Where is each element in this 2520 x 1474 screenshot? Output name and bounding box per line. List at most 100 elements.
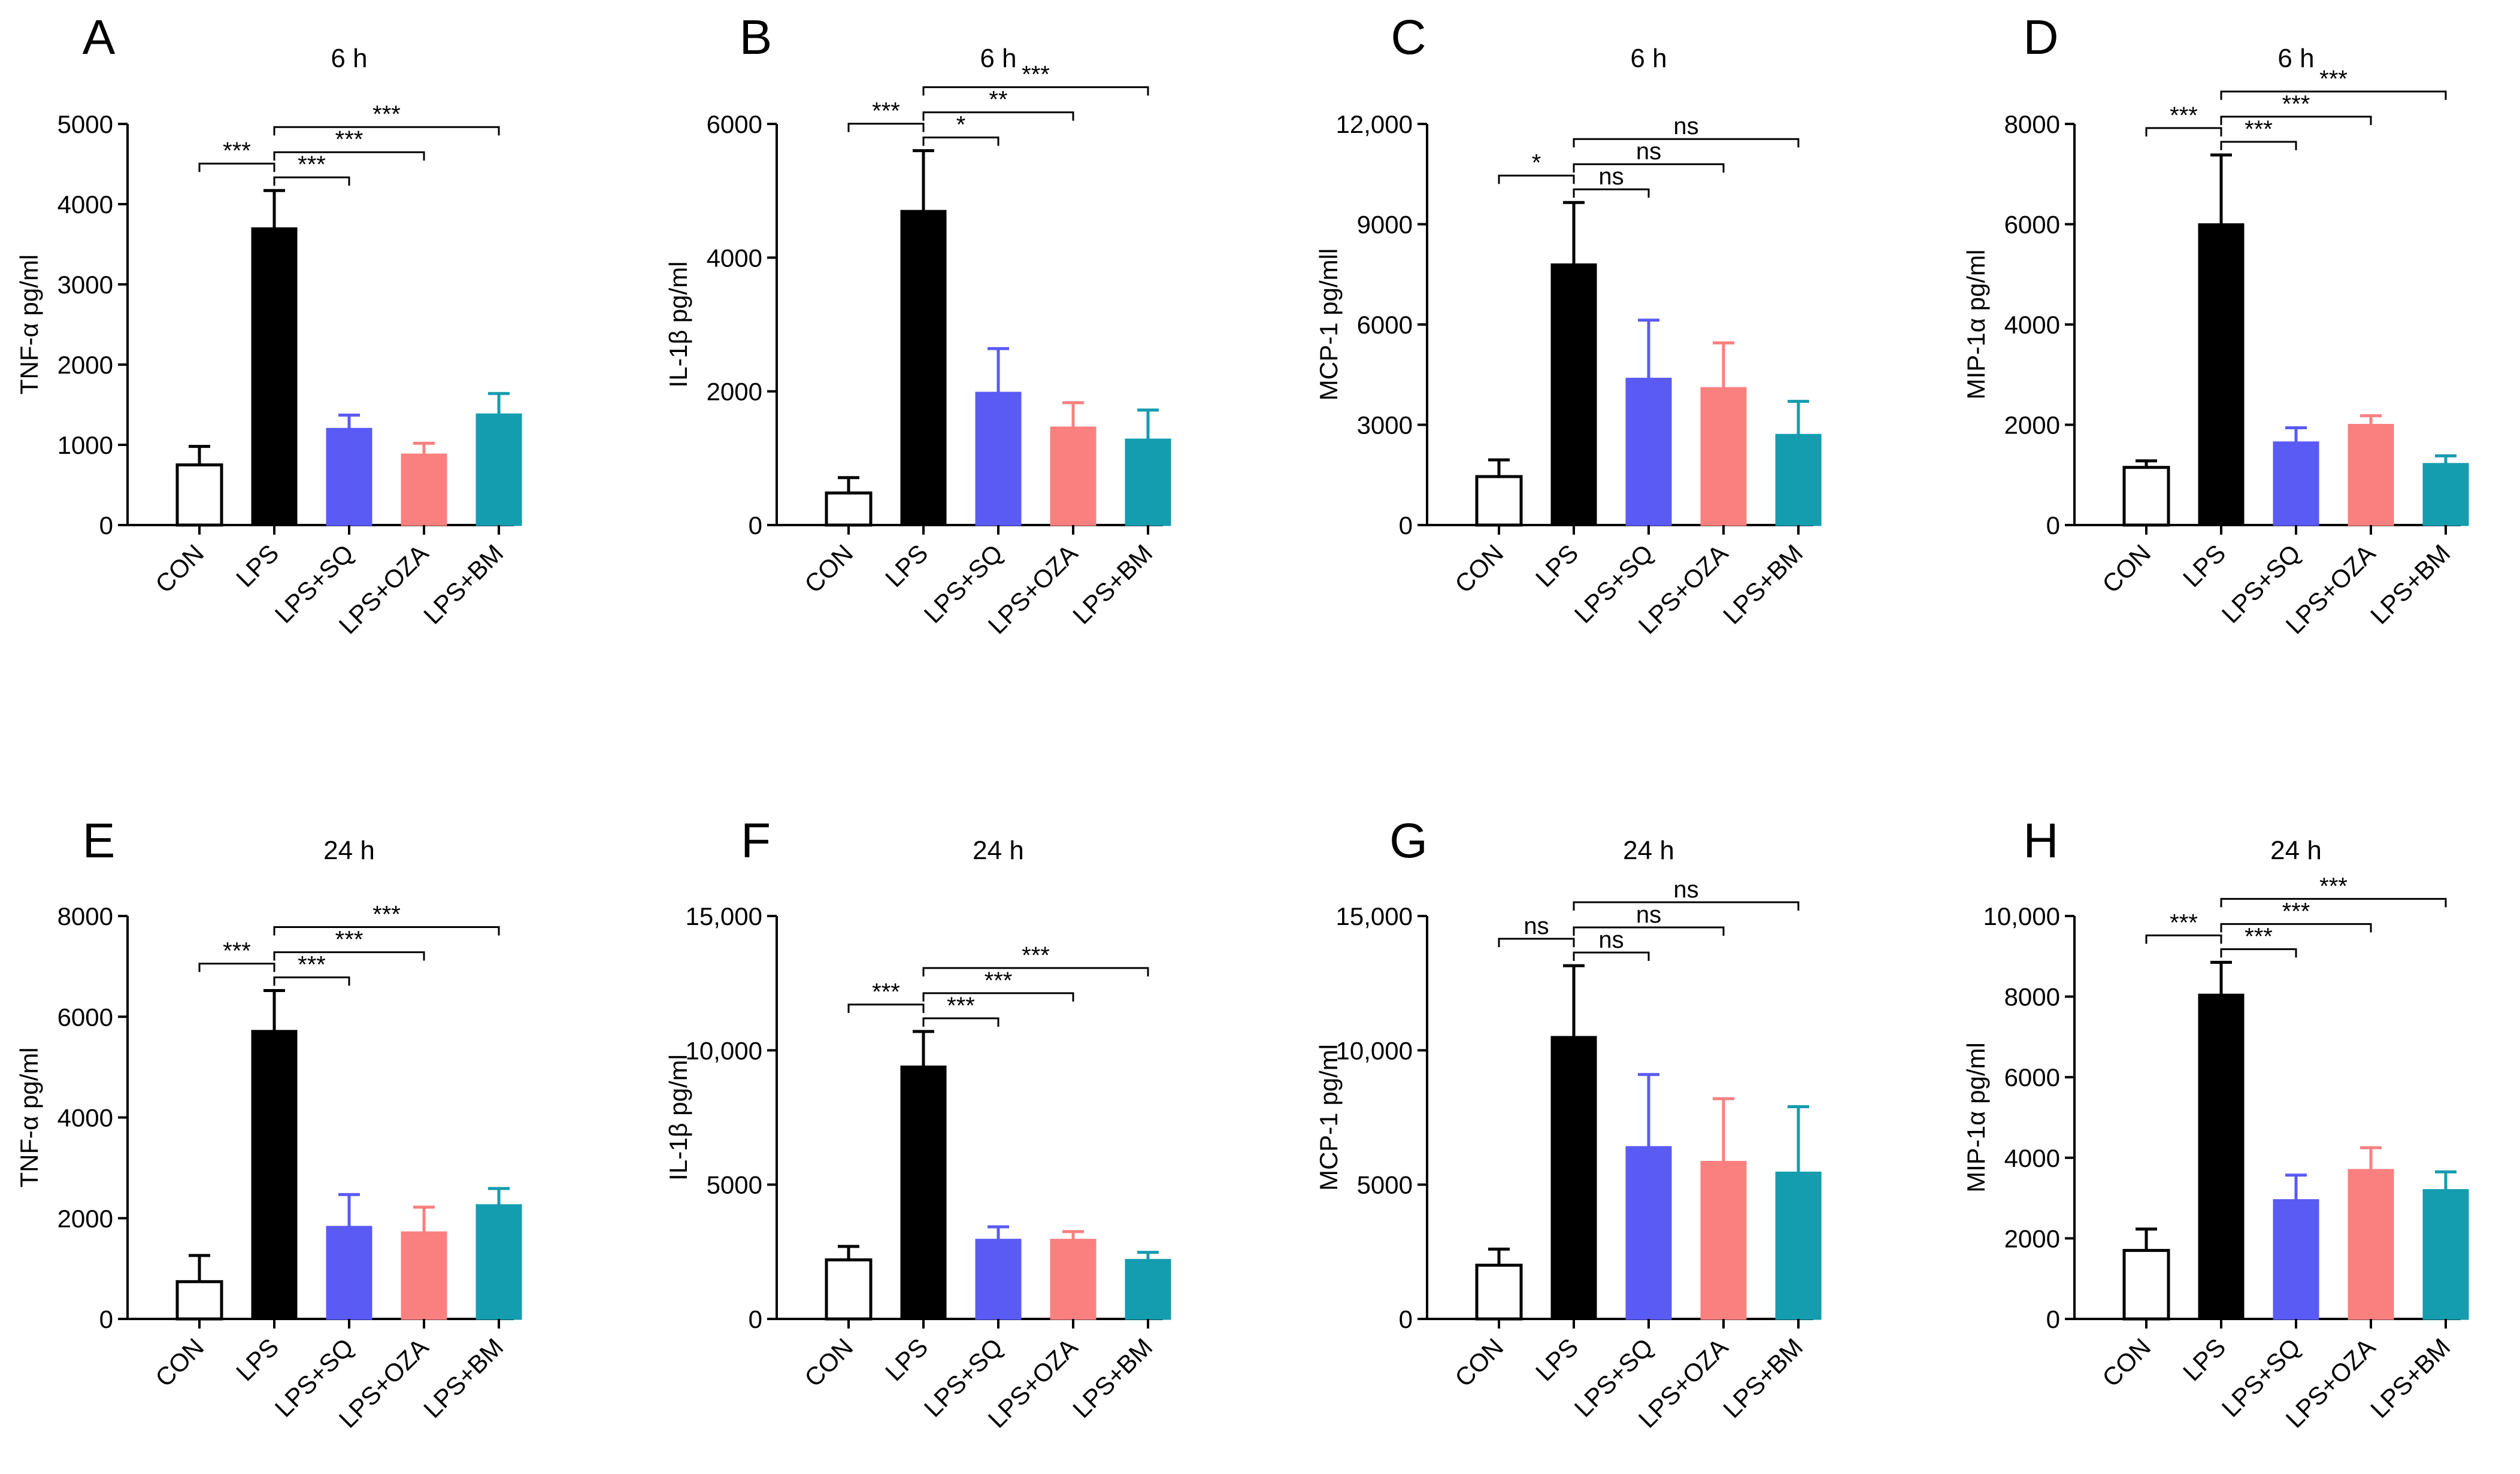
significance-label: *** <box>1022 62 1050 88</box>
significance-bracket <box>922 111 1074 121</box>
bar-con <box>2122 1249 2170 1321</box>
x-tick-label: LPS <box>2177 1333 2231 1386</box>
bar-lps-sq <box>2273 441 2319 526</box>
significance-label: *** <box>872 98 900 125</box>
bar-lps-sq <box>2273 1199 2319 1320</box>
significance-label: *** <box>985 967 1013 994</box>
y-tick-label: 12,000 <box>1336 110 1413 138</box>
y-axis-label: MCP-1 pg/ml <box>1314 1044 1343 1191</box>
panel-title: 24 h <box>1623 836 1674 865</box>
chart-panel-h: H 24 h MIP-1α pg/ml 0 2000 4000 6000 8000 10,000… <box>1962 814 2469 1433</box>
y-tick-label: 15,000 <box>686 902 762 930</box>
panel-letter: F <box>741 814 771 868</box>
y-tick-label: 0 <box>99 1305 113 1333</box>
y-tick-label: 6000 <box>707 110 762 138</box>
bar-lps-sq <box>1625 377 1672 526</box>
x-tick-label: CON <box>1449 539 1509 598</box>
y-tick-label: 6000 <box>2004 1063 2060 1091</box>
significance-bracket <box>273 151 425 161</box>
y-axis-label: MIP-1α pg/ml <box>1962 250 1990 400</box>
significance-label: *** <box>335 126 364 153</box>
x-tick-label: LPS <box>880 539 933 592</box>
panel-title: 6 h <box>331 44 367 73</box>
panel-title: 24 h <box>2270 836 2322 865</box>
y-axis-label: IL-1β pg/ml <box>664 262 692 388</box>
y-tick-label: 10,000 <box>686 1036 762 1064</box>
significance-bracket <box>2220 923 2372 933</box>
significance-label: *** <box>2170 909 2198 936</box>
bar-lps-sq <box>1625 1146 1672 1320</box>
y-tick-label: 3000 <box>57 271 113 299</box>
x-tick-label: LPS <box>880 1333 933 1386</box>
significance-bracket <box>2145 127 2222 137</box>
significance-bracket <box>2220 116 2372 125</box>
significance-bracket <box>922 967 1149 976</box>
y-tick-label: 5000 <box>707 1171 762 1199</box>
y-tick-label: 2000 <box>57 351 113 379</box>
y-tick-label: 0 <box>749 511 762 539</box>
x-tick-label: LPS+BM <box>1067 1333 1158 1423</box>
y-axis-label: TNF-α pg/ml <box>15 254 43 395</box>
bar-lps <box>251 1030 298 1320</box>
bar-lps-bm <box>2422 1189 2469 1320</box>
panel-letter: E <box>83 814 116 868</box>
significance-bracket <box>2145 934 2222 944</box>
y-tick-label: 10,000 <box>1983 902 2060 930</box>
x-tick-label: LPS+BM <box>1067 539 1158 629</box>
chart-panel-e: E 24 h TNF-α pg/ml 0 2000 4000 6000 8000 CON LPS L… <box>15 814 522 1433</box>
significance-label: *** <box>335 927 364 953</box>
y-tick-label: 8000 <box>57 902 113 930</box>
significance-bracket <box>2220 141 2297 150</box>
y-tick-label: 2000 <box>2004 411 2060 439</box>
significance-label: *** <box>223 938 251 965</box>
bar-lps-oza <box>2348 424 2394 526</box>
x-tick-label: CON <box>150 1333 209 1392</box>
y-tick-label: 5000 <box>1357 1171 1413 1199</box>
panel-letter: B <box>740 10 773 65</box>
bar-lps-sq <box>326 427 372 526</box>
bar-lps-sq <box>326 1226 372 1320</box>
bar-lps-oza <box>1700 1161 1747 1320</box>
significance-bracket <box>198 963 275 972</box>
x-tick-label: LPS+BM <box>2365 539 2455 629</box>
significance-bracket <box>922 137 999 146</box>
y-tick-label: 2000 <box>2004 1224 2060 1252</box>
y-axis-label: TNF-α pg/ml <box>15 1047 43 1187</box>
panel-title: 24 h <box>323 836 375 865</box>
y-tick-label: 4000 <box>57 1104 113 1132</box>
panel-title: 6 h <box>980 44 1016 73</box>
chart-panel-d: D 6 h MIP-1α pg/ml 0 2000 4000 6000 8000 CON LPS L… <box>1962 10 2469 639</box>
x-tick-label: LPS+BM <box>1718 539 1808 629</box>
significance-label: ** <box>989 87 1007 113</box>
bar-con <box>2122 466 2170 527</box>
significance-label: *** <box>1022 942 1050 969</box>
y-tick-label: 4000 <box>2004 311 2060 339</box>
bar-lps <box>2198 223 2245 526</box>
y-tick-label: 0 <box>1399 1305 1413 1333</box>
significance-label: ns <box>1523 913 1549 939</box>
y-tick-label: 0 <box>99 511 113 539</box>
y-axis-label: MCP-1 pg/mll <box>1314 248 1343 401</box>
x-tick-label: LPS+BM <box>2365 1333 2455 1423</box>
x-tick-label: LPS <box>1530 1333 1583 1386</box>
x-tick-label: LPS <box>231 1333 284 1386</box>
significance-label: * <box>1532 150 1541 176</box>
significance-bracket <box>847 1003 925 1013</box>
y-tick-label: 4000 <box>707 244 762 272</box>
bar-lps-bm <box>1775 1171 1822 1320</box>
significance-bracket <box>1573 138 1800 148</box>
significance-label: ns <box>1673 113 1698 139</box>
significance-label: *** <box>872 979 900 1005</box>
significance-bracket <box>1573 951 1650 961</box>
bar-lps <box>900 210 947 526</box>
significance-bracket <box>2220 948 2297 958</box>
significance-label: *** <box>2319 66 2348 92</box>
bar-lps-sq <box>975 1239 1022 1320</box>
x-tick-label: CON <box>1449 1333 1509 1392</box>
x-tick-label: CON <box>799 1333 858 1392</box>
x-tick-label: LPS <box>2177 539 2231 592</box>
y-axis-label: MIP-1α pg/ml <box>1962 1042 1990 1193</box>
bar-lps-oza <box>1700 387 1747 526</box>
panel-title: 24 h <box>973 836 1024 865</box>
